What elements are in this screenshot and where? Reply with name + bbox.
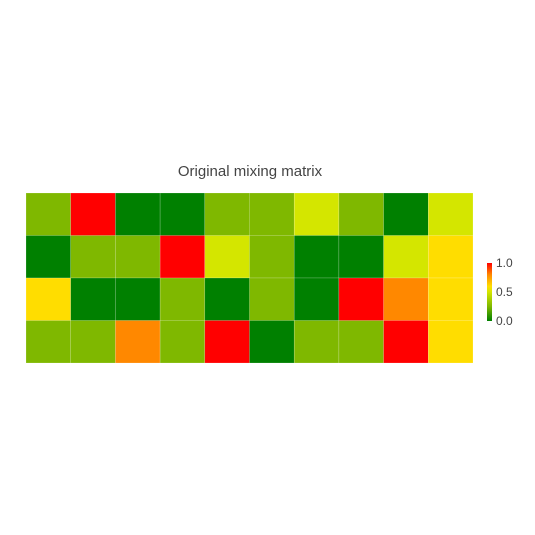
heatmap-cell-r1-c7 (293, 192, 340, 236)
heatmap-cell-r4-c3 (115, 320, 161, 364)
heatmap-cell-r3-c6 (249, 277, 295, 321)
heatmap-cell-r2-c3 (115, 235, 161, 279)
heatmap-cell-r1-c3 (115, 192, 161, 236)
heatmap-cell-r3-c3 (115, 277, 161, 321)
heatmap-cell-r3-c4 (159, 277, 206, 321)
heatmap-cell-r3-c5 (204, 277, 250, 321)
colorbar-gradient (487, 263, 492, 321)
heatmap-cell-r1-c6 (249, 192, 295, 236)
heatmap-cell-r4-c6 (249, 320, 295, 364)
heatmap-cell-r3-c8 (338, 277, 384, 321)
heatmap-cell-r1-c10 (428, 192, 474, 236)
heatmap-cell-r3-c10 (428, 277, 474, 321)
heatmap-cell-r4-c4 (159, 320, 206, 364)
heatmap-cells (25, 192, 474, 364)
heatmap-cell-r3-c7 (293, 277, 340, 321)
colorbar-ticks: 0.0 0.5 1.0 (496, 256, 513, 328)
heatmap-cell-r4-c5 (204, 320, 250, 364)
colorbar: 0.0 0.5 1.0 (487, 256, 513, 328)
heatmap-cell-r2-c10 (428, 235, 474, 279)
heatmap-cell-r4-c10 (428, 320, 474, 364)
heatmap-cell-r1-c2 (70, 192, 116, 236)
heatmap-cell-r2-c8 (338, 235, 384, 279)
heatmap-cell-r4-c7 (293, 320, 340, 364)
heatmap-cell-r1-c9 (383, 192, 429, 236)
heatmap-cell-r2-c1 (25, 235, 71, 279)
colorbar-tick-label: 1.0 (496, 256, 513, 270)
heatmap-cell-r2-c6 (249, 235, 295, 279)
heatmap-cell-r2-c2 (70, 235, 116, 279)
heatmap-cell-r2-c7 (293, 235, 340, 279)
heatmap-cell-r2-c9 (383, 235, 429, 279)
heatmap-cell-r3-c9 (383, 277, 429, 321)
heatmap-cell-r3-c2 (70, 277, 116, 321)
heatmap-cell-r2-c4 (159, 235, 206, 279)
colorbar-tick-label: 0.5 (496, 285, 513, 299)
heatmap-cell-r4-c8 (338, 320, 384, 364)
chart-title: Original mixing matrix (178, 163, 323, 180)
heatmap-cell-r1-c8 (338, 192, 384, 236)
heatmap-cell-r2-c5 (204, 235, 250, 279)
heatmap-cell-r1-c1 (25, 192, 71, 236)
heatmap-cell-r4-c9 (383, 320, 429, 364)
heatmap-cell-r3-c1 (25, 277, 71, 321)
colorbar-tick-label: 0.0 (496, 314, 513, 328)
heatmap-cell-r1-c5 (204, 192, 250, 236)
heatmap-cell-r4-c2 (70, 320, 116, 364)
heatmap-cell-r1-c4 (159, 192, 206, 236)
heatmap-cell-r4-c1 (25, 320, 71, 364)
